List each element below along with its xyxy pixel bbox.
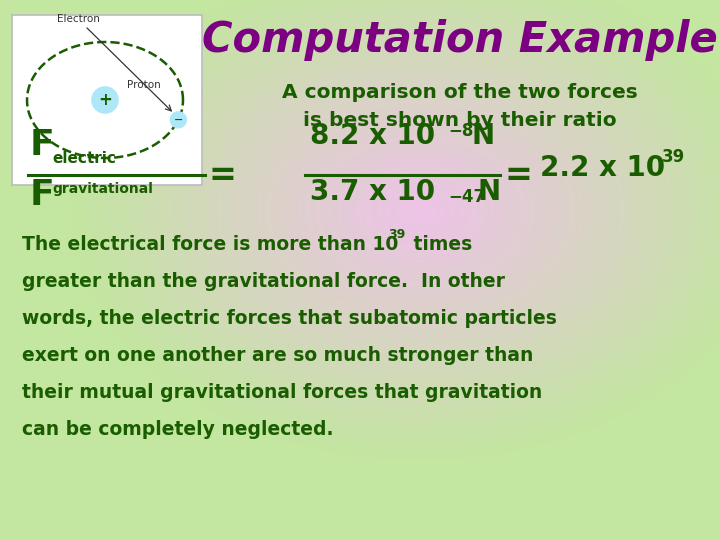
Text: =: = [504, 159, 532, 192]
Text: words, the electric forces that subatomic particles: words, the electric forces that subatomi… [22, 309, 557, 328]
Text: gravitational: gravitational [52, 182, 153, 196]
Text: exert on one another are so much stronger than: exert on one another are so much stronge… [22, 346, 534, 365]
FancyBboxPatch shape [12, 15, 202, 185]
Text: F: F [30, 178, 55, 212]
Circle shape [171, 112, 186, 128]
Text: −: − [174, 115, 183, 125]
Text: times: times [407, 235, 472, 254]
Text: electric: electric [52, 151, 116, 166]
Text: 39: 39 [662, 148, 685, 166]
Text: greater than the gravitational force.  In other: greater than the gravitational force. In… [22, 272, 505, 291]
Text: is best shown by their ratio: is best shown by their ratio [303, 111, 617, 130]
Text: 2.2 x 10: 2.2 x 10 [540, 154, 665, 182]
Text: their mutual gravitational forces that gravitation: their mutual gravitational forces that g… [22, 383, 542, 402]
Circle shape [92, 87, 118, 113]
Text: The electrical force is more than 10: The electrical force is more than 10 [22, 235, 398, 254]
Text: 8.2 x 10: 8.2 x 10 [310, 122, 435, 150]
Text: N: N [478, 178, 501, 206]
Text: Proton: Proton [127, 80, 161, 90]
Text: 39: 39 [388, 228, 405, 241]
Text: −47: −47 [448, 188, 485, 206]
Text: F: F [30, 128, 55, 162]
Text: −8: −8 [448, 122, 473, 140]
Text: +: + [98, 91, 112, 109]
Text: Electron: Electron [57, 14, 100, 24]
Text: =: = [208, 159, 236, 192]
Text: N: N [472, 122, 495, 150]
Text: A comparison of the two forces: A comparison of the two forces [282, 83, 638, 102]
Text: can be completely neglected.: can be completely neglected. [22, 420, 333, 439]
Text: 3.7 x 10: 3.7 x 10 [310, 178, 435, 206]
Text: Computation Example: Computation Example [202, 19, 718, 61]
